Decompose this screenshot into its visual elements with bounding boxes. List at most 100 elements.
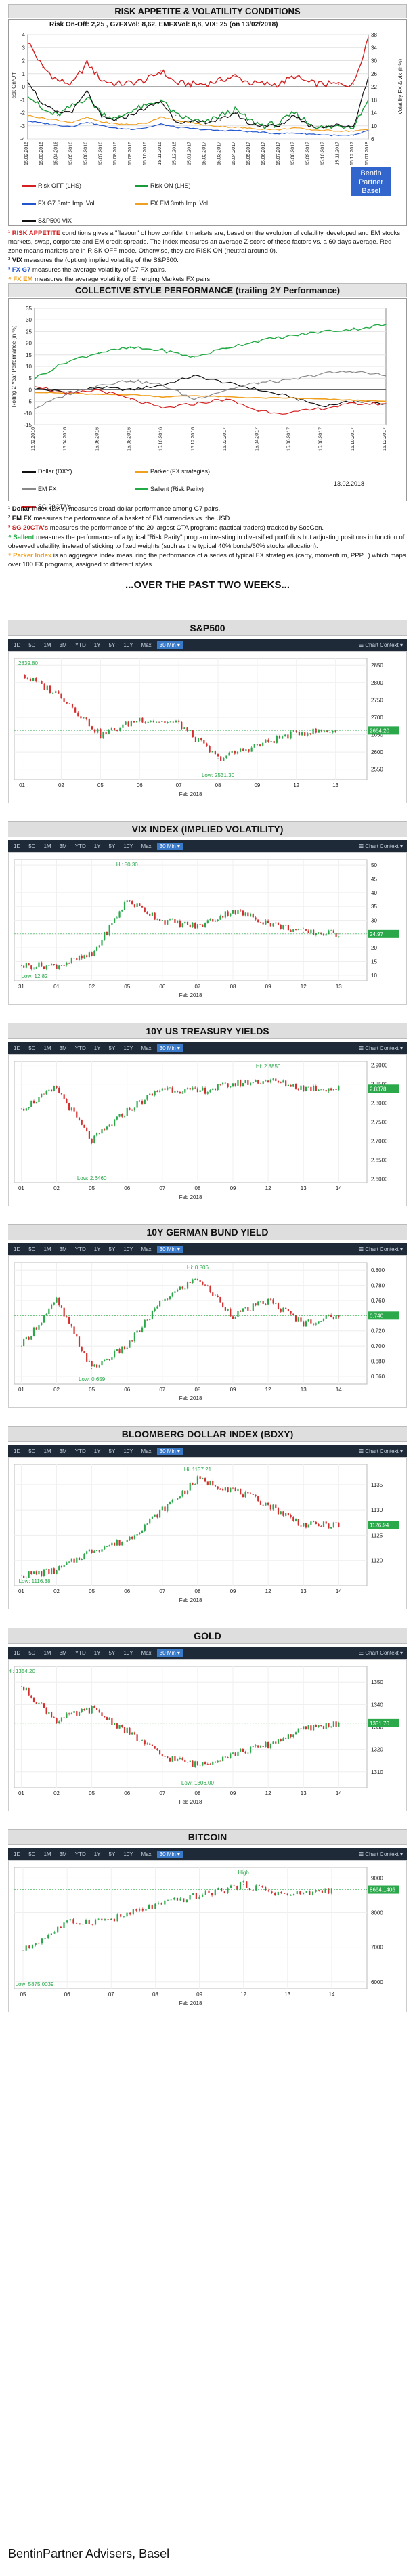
range-button[interactable]: 5Y [108, 1044, 116, 1051]
range-button[interactable]: 3M [59, 1649, 67, 1656]
range-button[interactable]: 5D [28, 1044, 36, 1051]
range-button[interactable]: 1Y [93, 1044, 101, 1051]
series-point [385, 375, 387, 377]
candle-body [164, 1088, 166, 1090]
range-button[interactable]: 3M [59, 843, 67, 849]
candle-body [209, 1090, 211, 1093]
range-button[interactable]: 1M [43, 1851, 51, 1857]
interval-dropdown[interactable]: 30 Min ▾ [156, 1850, 183, 1858]
range-button[interactable]: 5D [28, 1448, 36, 1454]
range-button[interactable]: 10Y [123, 641, 133, 648]
range-button[interactable]: 5Y [108, 1649, 116, 1656]
series-point [338, 83, 339, 85]
range-button[interactable]: 5D [28, 641, 36, 648]
interval-dropdown[interactable]: 30 Min ▾ [156, 1447, 183, 1455]
range-button[interactable]: 1D [14, 1044, 21, 1051]
interval-dropdown[interactable]: 30 Min ▾ [156, 1245, 183, 1253]
range-button[interactable]: 10Y [123, 843, 133, 849]
range-button[interactable]: YTD [74, 1448, 86, 1454]
range-button[interactable]: 10Y [123, 1246, 133, 1252]
candle-body [45, 1569, 47, 1570]
range-button[interactable]: 5D [28, 1246, 36, 1252]
last-price-tag [368, 929, 399, 938]
range-button[interactable]: Max [141, 1448, 152, 1454]
range-button[interactable]: 10Y [123, 1044, 133, 1051]
range-button[interactable]: 1M [43, 1246, 51, 1252]
candle-body [259, 1745, 262, 1748]
range-button[interactable]: 1D [14, 1246, 21, 1252]
chart-context-button[interactable]: ☰ Chart Context ▾ [359, 1044, 403, 1051]
range-button[interactable]: 5D [28, 1851, 36, 1857]
range-button[interactable]: 5Y [108, 1448, 116, 1454]
candle-body [68, 1713, 70, 1715]
range-button[interactable]: 1M [43, 1044, 51, 1051]
candle-body [88, 952, 90, 957]
range-button[interactable]: YTD [74, 1851, 86, 1857]
range-button[interactable]: YTD [74, 641, 86, 648]
range-button[interactable]: 5Y [108, 641, 116, 648]
candle-body [73, 958, 75, 959]
data-point [217, 758, 219, 759]
range-button[interactable]: Max [141, 843, 152, 849]
candle-body [204, 1087, 206, 1094]
chart-context-button[interactable]: ☰ Chart Context ▾ [359, 641, 403, 648]
range-button[interactable]: 10Y [123, 1851, 133, 1857]
candle-body [267, 739, 269, 742]
range-button[interactable]: 1Y [93, 1246, 101, 1252]
candle-body [297, 1317, 299, 1322]
range-button[interactable]: 1M [43, 1649, 51, 1656]
range-button[interactable]: Max [141, 1851, 152, 1857]
range-button[interactable]: 1D [14, 843, 21, 849]
range-button[interactable]: 10Y [123, 1448, 133, 1454]
risk-legend-item: FX G7 3mth Imp. Vol. [22, 200, 124, 207]
interval-dropdown[interactable]: 30 Min ▾ [156, 1044, 183, 1052]
chart-context-button[interactable]: ☰ Chart Context ▾ [359, 1246, 403, 1252]
range-button[interactable]: 1Y [93, 1851, 101, 1857]
chart-context-button[interactable]: ☰ Chart Context ▾ [359, 1649, 403, 1656]
x-tick-label: 15.02.2017 [223, 427, 227, 451]
range-button[interactable]: 5Y [108, 1851, 116, 1857]
range-button[interactable]: 3M [59, 1246, 67, 1252]
range-button[interactable]: 5D [28, 1649, 36, 1656]
range-button[interactable]: 1D [14, 641, 21, 648]
range-button[interactable]: Max [141, 1246, 152, 1252]
range-button[interactable]: 1D [14, 1851, 21, 1857]
range-button[interactable]: 3M [59, 641, 67, 648]
chart-context-button[interactable]: ☰ Chart Context ▾ [359, 1851, 403, 1857]
data-point [338, 1315, 339, 1316]
candle-body [68, 1317, 70, 1324]
range-button[interactable]: 5D [28, 843, 36, 849]
range-button[interactable]: YTD [74, 843, 86, 849]
range-button[interactable]: YTD [74, 1246, 86, 1252]
range-button[interactable]: Max [141, 641, 152, 648]
range-button[interactable]: 5Y [108, 1246, 116, 1252]
chart-context-button[interactable]: ☰ Chart Context ▾ [359, 843, 403, 849]
interval-dropdown[interactable]: 30 Min ▾ [156, 842, 183, 850]
range-button[interactable]: 1M [43, 1448, 51, 1454]
range-button[interactable]: YTD [74, 1649, 86, 1656]
range-button[interactable]: 5Y [108, 843, 116, 849]
chart-context-button[interactable]: ☰ Chart Context ▾ [359, 1448, 403, 1454]
candle-body [285, 1080, 287, 1086]
range-button[interactable]: YTD [74, 1044, 86, 1051]
range-button[interactable]: 1M [43, 641, 51, 648]
range-button[interactable]: 1D [14, 1649, 21, 1656]
range-button[interactable]: Max [141, 1649, 152, 1656]
candle-body [118, 1349, 121, 1354]
range-button[interactable]: 1Y [93, 1448, 101, 1454]
candle-body [265, 1303, 267, 1305]
range-button[interactable]: 3M [59, 1044, 67, 1051]
range-button[interactable]: 1M [43, 843, 51, 849]
range-button[interactable]: 3M [59, 1851, 67, 1857]
range-button[interactable]: 1Y [93, 1649, 101, 1656]
range-button[interactable]: Max [141, 1044, 152, 1051]
style-legend-label: Sallent (Risk Parity) [150, 486, 204, 492]
range-button[interactable]: 10Y [123, 1649, 133, 1656]
range-button[interactable]: 1Y [93, 641, 101, 648]
interval-dropdown[interactable]: 30 Min ▾ [156, 1649, 183, 1657]
range-button[interactable]: 1Y [93, 843, 101, 849]
range-button[interactable]: 3M [59, 1448, 67, 1454]
range-button[interactable]: 1D [14, 1448, 21, 1454]
data-point [56, 965, 58, 967]
interval-dropdown[interactable]: 30 Min ▾ [156, 641, 183, 649]
